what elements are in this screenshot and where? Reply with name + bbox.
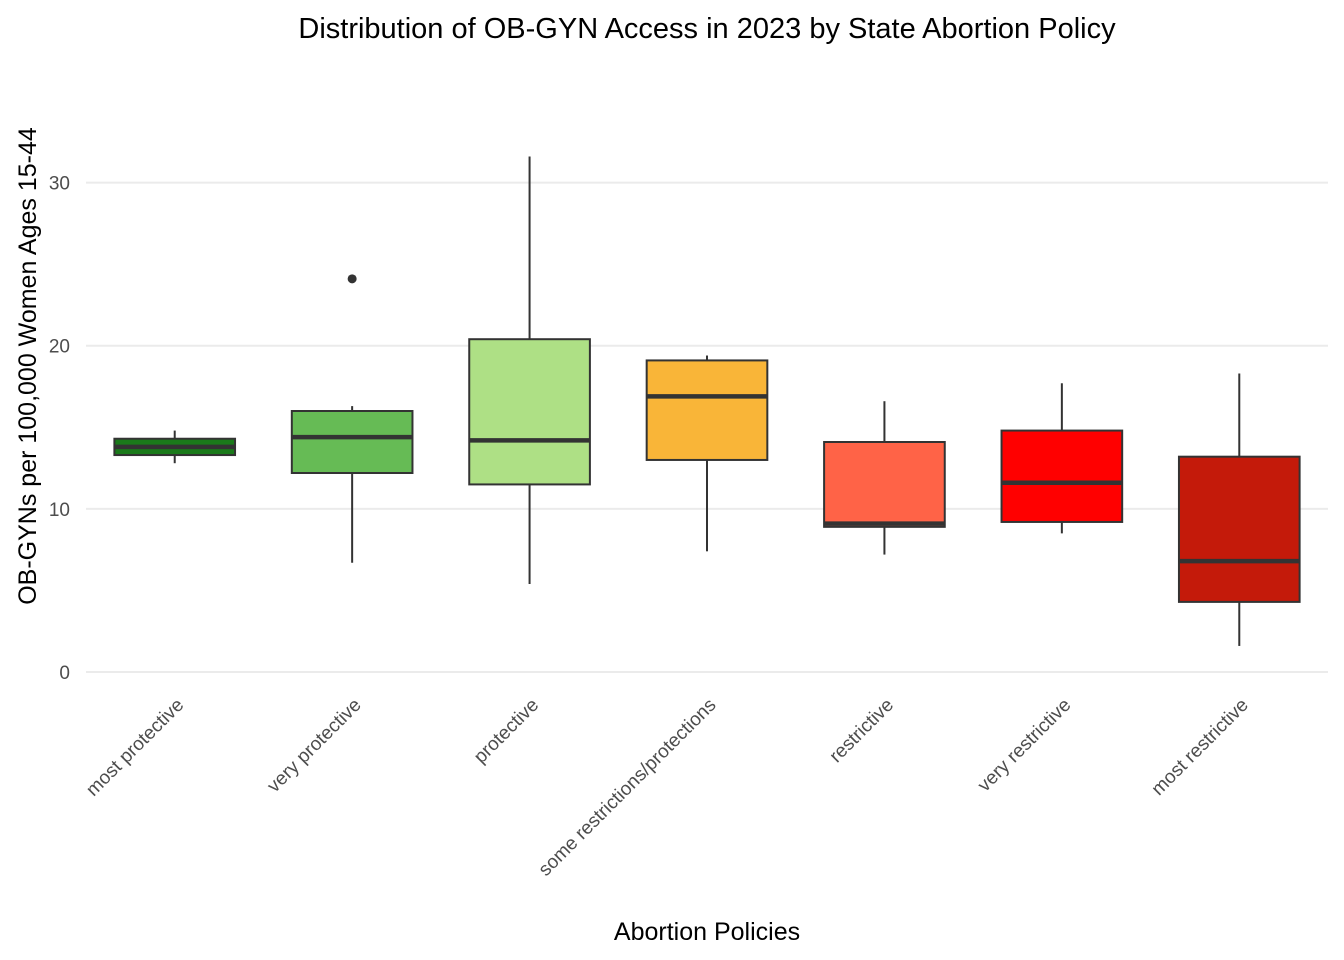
iqr-box [290,410,414,474]
x-tick-label-2: protective [470,695,543,768]
x-tick-label-1: very protective [263,695,365,797]
y-tick-label-30: 30 [49,174,70,195]
box-3 [645,355,769,552]
x-axis-title: Abortion Policies [614,918,800,946]
iqr-box [468,338,591,486]
iqr-box [823,441,946,528]
box-1 [290,274,414,563]
y-tick-label-0: 0 [59,663,70,684]
y-axis-title: OB-GYNs per 100,000 Women Ages 15-44 [14,127,42,605]
y-tick-label-20: 20 [49,337,70,358]
outlier-point-0 [347,274,357,284]
x-axis-ticks: most protective very protective protective… [82,695,1253,881]
x-tick-label-3: some restrictions/protections [535,695,721,881]
iqr-box [645,359,769,461]
boxes [113,156,1301,646]
x-tick-label-6: most restrictive [1148,695,1253,800]
box-5 [1000,383,1124,534]
box-4 [823,401,946,555]
box-2 [468,156,591,584]
x-tick-label-4: restrictive [826,695,898,767]
x-tick-label-5: very restrictive [974,695,1075,796]
iqr-box [1000,429,1124,523]
y-tick-label-10: 10 [49,500,70,521]
chart-title: Distribution of OB-GYN Access in 2023 by… [298,13,1116,45]
y-axis-ticks: 0 10 20 30 [49,174,70,684]
iqr-box [1177,455,1301,603]
box-0 [113,430,237,464]
box-6 [1177,373,1301,646]
x-tick-label-0: most protective [82,695,188,801]
